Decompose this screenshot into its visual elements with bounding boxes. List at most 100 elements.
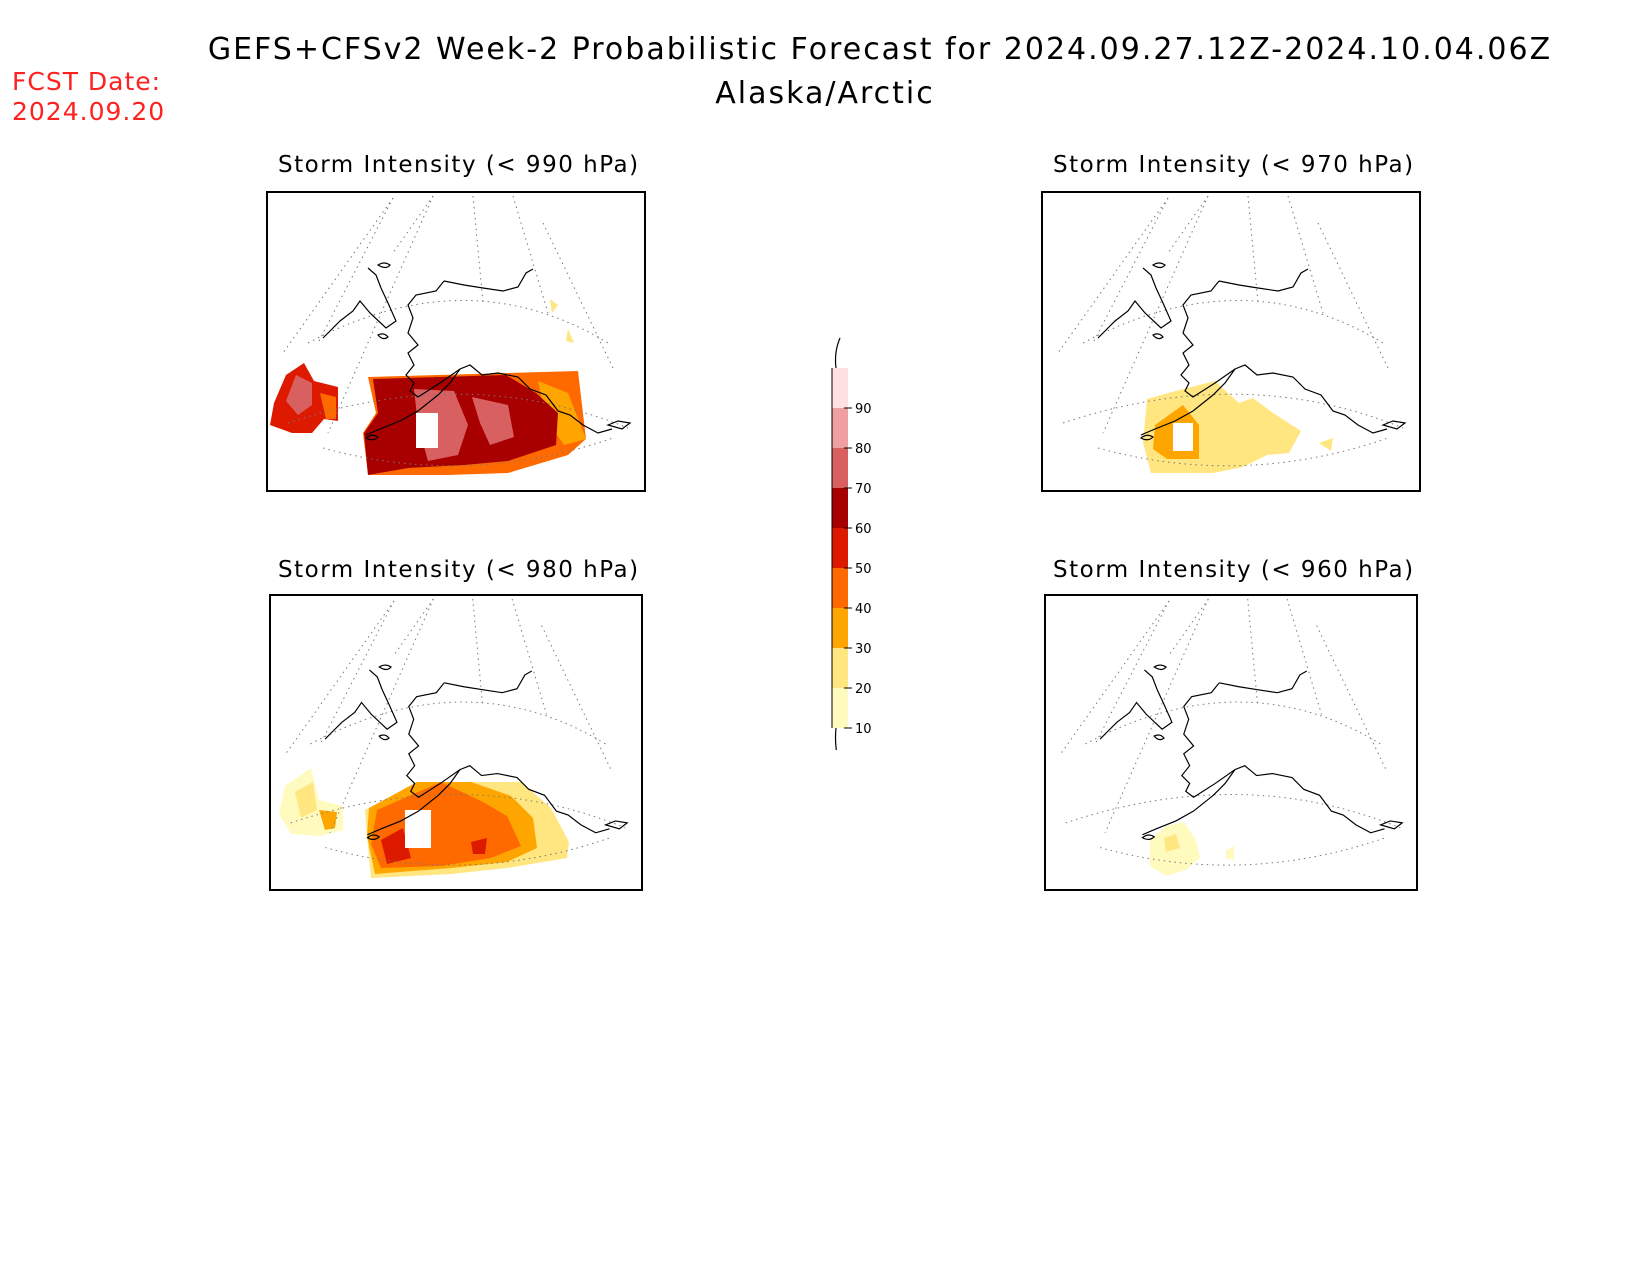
colorbar-swatch: [832, 368, 848, 408]
coastline-peninsula: [365, 368, 461, 436]
graticule-parallel: [1099, 837, 1386, 866]
graticule-meridian: [1287, 195, 1324, 314]
graticule-meridian: [1094, 600, 1170, 745]
probability-shading: [538, 381, 586, 445]
probability-shading: [286, 375, 312, 415]
colorbar-swatch: [832, 608, 848, 648]
map-basemap: [282, 195, 632, 467]
island-kodiak: [1139, 434, 1154, 441]
map-basemap: [1060, 598, 1404, 866]
map-basemap: [1057, 195, 1407, 467]
coastline-chukotka: [322, 267, 397, 339]
probability-colorbar: 10 20 30 40 50 60 70 80 90: [831, 337, 872, 750]
coastline-alaska-west: [405, 280, 613, 434]
coastline-chukotka: [324, 669, 398, 740]
main-title: GEFS+CFSv2 Week-2 Probabilistic Forecast…: [207, 32, 1553, 67]
colorbar-swatch: [832, 648, 848, 688]
graticule-parallel: [1082, 300, 1384, 344]
graticule-parallel: [307, 300, 609, 344]
graticule-meridian: [1167, 195, 1209, 254]
region-subtitle: Alaska/Arctic: [715, 76, 935, 111]
graticule-meridian: [1286, 598, 1323, 715]
colorbar-label: 40: [855, 602, 872, 617]
island-kodiak: [366, 834, 381, 841]
graticule-meridian: [1247, 598, 1259, 705]
island-kodiak: [364, 434, 379, 441]
panel-title-990: Storm Intensity (< 990 hPa): [278, 152, 640, 178]
graticule-meridian: [319, 600, 395, 745]
coastline-peninsula: [1142, 769, 1236, 836]
map-panel-960: [1044, 594, 1418, 891]
colorbar-label: 50: [855, 562, 872, 577]
probability-shading: [319, 810, 337, 830]
probability-shading: [1319, 438, 1333, 451]
graticule-meridian: [1104, 598, 1209, 833]
probability-map-960: [1060, 598, 1404, 876]
colorbar-swatch: [832, 408, 848, 448]
coastline-panhandle: [1381, 420, 1407, 430]
map-basemap: [285, 598, 629, 866]
graticule-meridian: [472, 598, 484, 705]
colorbar-swatch: [832, 448, 848, 488]
coastline-panhandle: [1378, 820, 1404, 830]
graticule-meridian: [1317, 222, 1389, 369]
probability-shading: [472, 397, 514, 445]
probability-shading: [320, 393, 336, 419]
graticule-parallel: [1085, 701, 1381, 745]
colorbar-label: 60: [855, 522, 872, 537]
probability-shading: [566, 329, 574, 343]
map-panel-990: [266, 191, 646, 492]
coastline-peninsula: [367, 769, 461, 836]
graticule-parallel: [310, 701, 606, 745]
colorbar-label: 20: [855, 682, 872, 697]
coastline-chukotka: [1097, 267, 1172, 339]
graticule-meridian: [512, 195, 549, 314]
graticule-meridian: [1247, 195, 1259, 304]
probability-shading: [1164, 834, 1180, 852]
coastline-north-slope: [1219, 670, 1308, 694]
graticule-meridian: [542, 222, 614, 369]
colorbar-bottom-cap: [834, 727, 837, 750]
coastline-alaska-west: [1180, 280, 1388, 434]
colorbar-label: 70: [855, 482, 872, 497]
graticule-parallel: [1097, 437, 1389, 467]
map-panel-970: [1041, 191, 1421, 492]
graticule-meridian: [541, 625, 611, 769]
graticule-parallel: [322, 437, 614, 467]
probability-shading: [295, 782, 317, 818]
coastline-north-slope: [444, 670, 533, 694]
island-st-lawrence: [377, 333, 389, 340]
probability-shading: [550, 299, 558, 313]
island-st-lawrence: [1152, 333, 1164, 340]
panel-title-980: Storm Intensity (< 980 hPa): [278, 557, 640, 583]
probability-shading: [416, 413, 438, 448]
probability-shading: [1226, 846, 1234, 860]
graticule-meridian: [1168, 598, 1209, 656]
colorbar-label: 80: [855, 442, 872, 457]
island-st-lawrence: [1153, 734, 1165, 741]
forecast-date-value: 2024.09.20: [12, 97, 166, 126]
colorbar-top-cap: [834, 337, 841, 369]
colorbar-swatch: [832, 688, 848, 728]
graticule-meridian: [1092, 197, 1169, 344]
colorbar-label: 30: [855, 642, 872, 657]
probability-map-980: [279, 598, 629, 878]
graticule-parallel: [324, 837, 611, 866]
coastline-chukotka: [1099, 669, 1173, 740]
probability-shading: [1173, 423, 1193, 451]
coastline-panhandle: [603, 820, 629, 830]
map-panel-980: [269, 594, 643, 891]
forecast-date-label: FCST Date:: [12, 67, 162, 96]
panel-title-970: Storm Intensity (< 970 hPa): [1053, 152, 1415, 178]
island-st-lawrence: [378, 734, 390, 741]
graticule-meridian: [393, 598, 434, 656]
panel-title-960: Storm Intensity (< 960 hPa): [1053, 557, 1415, 583]
island-wrangel: [378, 664, 392, 671]
graticule-meridian: [392, 195, 434, 254]
colorbar-label: 90: [855, 402, 872, 417]
colorbar-label: 10: [855, 722, 872, 737]
coastline-north-slope: [1218, 268, 1309, 292]
coastline-alaska-west: [406, 682, 610, 834]
island-wrangel: [1151, 262, 1166, 269]
graticule-meridian: [511, 598, 548, 715]
